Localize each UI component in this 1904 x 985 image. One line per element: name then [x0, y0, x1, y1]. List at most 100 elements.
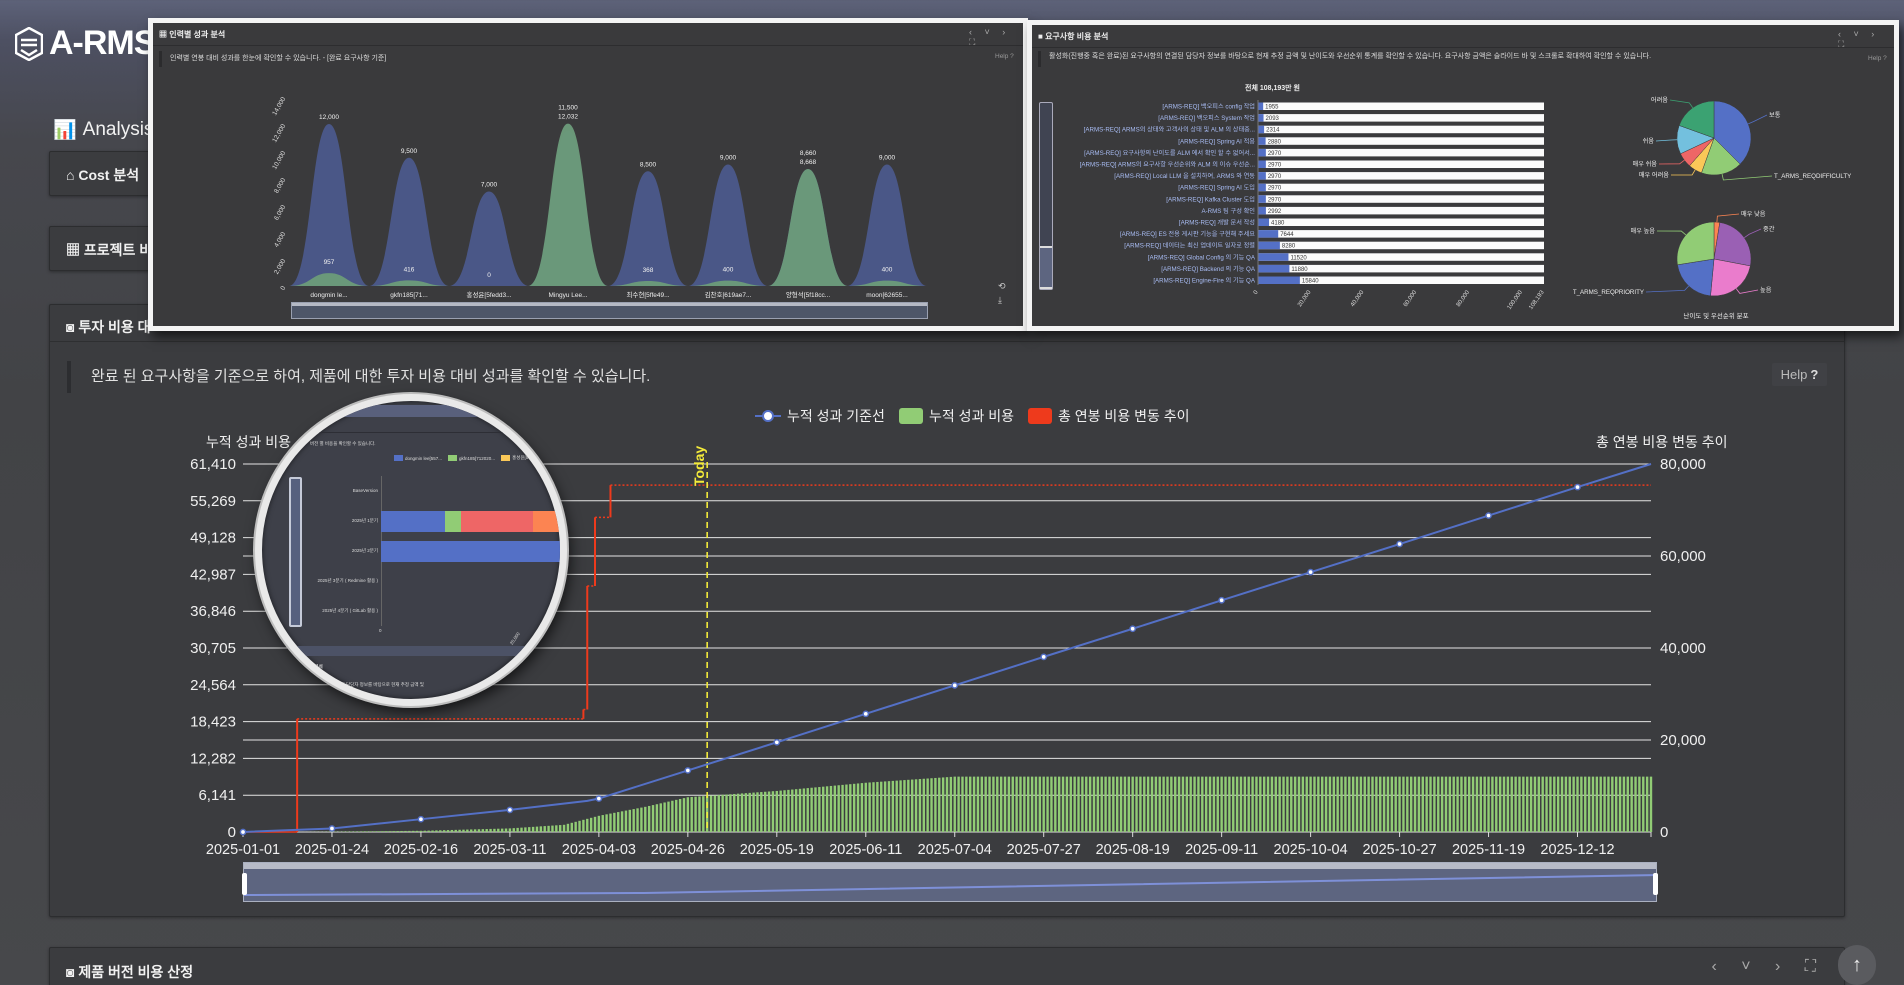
- people-value-label: 11,500: [558, 105, 578, 112]
- req-bar-track: [1258, 195, 1544, 203]
- cost-bar: [640, 807, 643, 832]
- cost-bar: [984, 776, 987, 832]
- legend-item-baseline[interactable]: 누적 성과 기준선: [755, 406, 885, 426]
- req-bar-track: [1258, 253, 1544, 261]
- people-help-button[interactable]: Help ?: [995, 53, 1014, 60]
- project-panel-title[interactable]: ▦ 프로젝트 비: [66, 242, 153, 258]
- y-left-tick: 55,269: [190, 493, 236, 510]
- req-bar: [1258, 195, 1266, 203]
- mag-legend-item[interactable]: dongmin lee[557...: [394, 455, 442, 461]
- cost-bar: [1150, 776, 1154, 832]
- cost-bar: [667, 801, 670, 832]
- cost-bar: [1208, 776, 1212, 832]
- slider-right-handle[interactable]: [1653, 873, 1658, 895]
- product-version-panel: ◙ 제품 버전 비용 산정 ‹ ˅ › ⛶: [49, 947, 1845, 985]
- y-left-tick: 12,282: [190, 750, 236, 767]
- req-x-tick: 100,000: [1507, 289, 1525, 311]
- cost-bar: [930, 778, 933, 832]
- red-swatch-icon: [1028, 408, 1053, 424]
- cost-bar: [1073, 776, 1076, 832]
- cost-bar: [1146, 776, 1150, 832]
- cost-bar: [1174, 776, 1177, 832]
- cost-bar: [1611, 776, 1614, 832]
- restore-icon[interactable]: ⟲ ⤓: [998, 281, 1006, 305]
- cost-bar: [1154, 776, 1158, 832]
- legend-item-cost[interactable]: 누적 성과 비용: [898, 406, 1014, 426]
- cost-bar: [1568, 776, 1571, 832]
- cost-bar: [872, 782, 875, 832]
- req-bar: [1258, 172, 1266, 180]
- people-datazoom-slider[interactable]: [291, 302, 928, 319]
- baseline-point: [506, 806, 514, 814]
- cost-bar: [1533, 776, 1537, 832]
- cost-bar: [1406, 776, 1409, 832]
- x-tick-label: 2025-03-11: [473, 842, 546, 858]
- app-logo[interactable]: A-RMS: [15, 24, 156, 63]
- legend-item-salary[interactable]: 총 연봉 비용 변동 추이: [1028, 406, 1190, 426]
- cost-bar: [818, 787, 821, 832]
- cost-bar: [938, 777, 941, 832]
- mag-header-bar: [262, 405, 560, 417]
- req-vertical-slider[interactable]: [1039, 102, 1053, 290]
- slider-move-handle[interactable]: [244, 863, 1656, 869]
- req-bar-value: 1955: [1265, 105, 1279, 111]
- help-button[interactable]: Help?: [1772, 363, 1827, 386]
- cost-bar: [373, 831, 376, 832]
- help-question-icon: ?: [1810, 367, 1819, 382]
- cost-bar: [1293, 776, 1297, 832]
- people-slider-handle[interactable]: [292, 303, 927, 306]
- scroll-top-button[interactable]: ↑: [1838, 945, 1876, 985]
- mag-bar-segment: [381, 511, 445, 532]
- cost-bar: [1324, 776, 1328, 832]
- cost-bar: [709, 795, 713, 832]
- pie-leader-line: [1670, 169, 1696, 176]
- investment-panel-title[interactable]: ◙ 투자 비용 대: [66, 319, 151, 335]
- req-bar: [1258, 137, 1266, 145]
- people-category-label: 양형석[5f18cc...: [786, 290, 831, 299]
- cost-bar: [1591, 776, 1595, 832]
- product-version-panel-title[interactable]: ◙ 제품 버전 비용 산정: [66, 964, 194, 980]
- cost-bar: [1185, 776, 1189, 832]
- logo-text: A-RMS: [49, 24, 156, 62]
- cost-bar: [1251, 776, 1254, 832]
- cost-bar: [558, 825, 562, 832]
- cost-bar: [1266, 776, 1270, 832]
- mag-legend-item[interactable]: gkfn185[712020...: [448, 455, 495, 461]
- cost-bar: [466, 829, 469, 832]
- cost-bar: [1467, 776, 1471, 832]
- req-slider-window[interactable]: [1040, 246, 1052, 289]
- mag-legend-item[interactable]: 홍성윤[5fedd...: [501, 455, 541, 461]
- datazoom-slider[interactable]: [242, 862, 1658, 902]
- cost-panel-title[interactable]: ⌂ Cost 분석: [66, 167, 140, 183]
- people-window-controls[interactable]: ‹ ˅ › ⛶: [969, 27, 1011, 47]
- cost-bar: [1518, 776, 1521, 832]
- cost-bar: [528, 827, 531, 832]
- req-window-controls[interactable]: ‹ ˅ › ⛶: [1838, 29, 1880, 49]
- mag-category-label: 2025년 3분기 ( Redmine 활용 ): [317, 578, 378, 583]
- req-bar-label: [ARMS-REQ] Local LLM 을 설치하여, ARMS 와 연동: [1114, 172, 1255, 180]
- cost-bar: [1305, 776, 1308, 832]
- cost-bar: [1092, 776, 1096, 832]
- mag-vertical-slider[interactable]: [289, 477, 302, 627]
- y-left-tick: 36,846: [190, 603, 236, 620]
- cost-bar: [586, 818, 589, 832]
- people-y-tick: 12,000: [271, 123, 287, 144]
- cost-bar: [806, 788, 809, 832]
- cost-bar: [969, 776, 972, 832]
- cost-bar: [787, 789, 790, 832]
- cost-bar: [1464, 776, 1467, 832]
- cost-bar: [353, 831, 357, 832]
- cost-bar: [1224, 776, 1227, 832]
- req-bar-track: [1258, 241, 1544, 250]
- pie-slice: [1677, 258, 1715, 297]
- cost-bar: [756, 792, 759, 832]
- slider-left-handle[interactable]: [242, 873, 247, 895]
- cost-bar: [1050, 776, 1053, 832]
- pie-leader-line: [1735, 288, 1759, 294]
- pie-leader-line: [1716, 213, 1740, 223]
- req-help-button[interactable]: Help ?: [1868, 55, 1887, 62]
- people-value-label: 400: [723, 267, 734, 274]
- panel-controls[interactable]: ‹ ˅ › ⛶: [1711, 958, 1826, 975]
- y-left-tick: 61,410: [190, 456, 236, 473]
- req-bar-value: 2992: [1268, 209, 1282, 215]
